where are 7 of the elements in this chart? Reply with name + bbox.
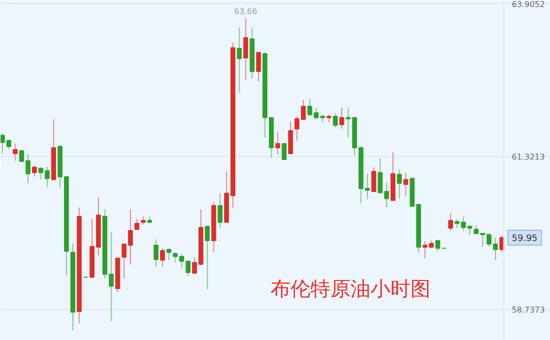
annotation: 59.95 — [512, 234, 538, 244]
text: 布伦特原油小时图 — [270, 276, 430, 300]
candlestick — [282, 143, 287, 160]
y-tick-label: 63.9052 — [512, 0, 545, 9]
annotation: 63.66 — [234, 7, 258, 16]
y-tick-label: 58.7373 — [512, 305, 545, 314]
y-tick-label: 61.3213 — [512, 152, 545, 162]
